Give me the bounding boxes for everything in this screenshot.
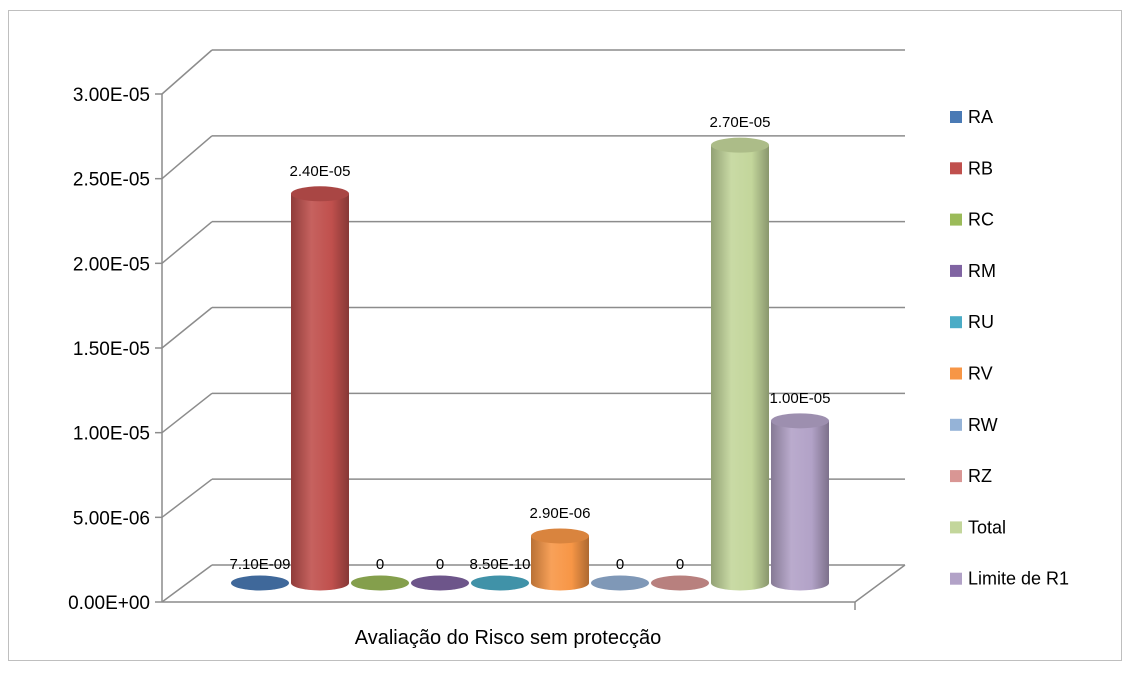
gridline-side [161,221,213,264]
legend-item-ru: RU [950,312,994,332]
bar-rv [531,528,589,591]
y-axis-ticks: 0.00E+00 5.00E-06 1.00E-05 1.50E-05 2.00E-05… [68,85,150,614]
data-label-total: 2.70E-05 [710,114,771,131]
legend-item-total: Total [950,517,1006,537]
legend-label: RZ [968,466,992,486]
bar-rb [291,186,349,591]
data-label-rz: 0 [676,556,684,573]
bar-body [711,145,769,591]
legend-label: Total [968,517,1006,537]
bar-top [351,575,409,591]
bar-top [591,575,649,591]
legend-swatch [950,572,962,585]
bar-top [411,575,469,591]
gridline-side [161,478,213,518]
data-label-rw: 0 [616,556,624,573]
gridline-side [161,49,213,95]
legend-swatch [950,470,962,483]
legend-label: Limite de R1 [968,569,1069,589]
legend-swatch [950,367,962,380]
bars [231,137,829,591]
data-label-limite-de-r1: 1.00E-05 [770,390,831,407]
legend-swatch [950,213,962,226]
legend-label: RM [968,261,996,281]
legend-swatch [950,264,962,277]
legend-item-rz: RZ [950,466,992,486]
data-label-ru: 8.50E-10 [470,556,531,573]
data-label-ra: 7.10E-09 [230,556,291,573]
bar-top [291,186,349,202]
bar-total [711,137,769,591]
legend: RA RB RC RM RU RV RW RZ Total Limite de R1 [950,107,1069,589]
legend-item-ra: RA [950,107,993,127]
bar-top [231,575,289,591]
gridline-side [161,135,213,180]
gridline-side [161,564,213,603]
bar-limite-de-r1 [771,413,829,591]
legend-item-rc: RC [950,210,994,230]
y-tick-label: 0.00E+00 [68,593,150,614]
legend-swatch [950,162,962,175]
bar-top [471,575,529,591]
legend-swatch [950,316,962,329]
bar-top [651,575,709,591]
legend-item-limite-de-r1: Limite de R1 [950,569,1069,589]
legend-item-rv: RV [950,364,993,384]
y-tick-label: 5.00E-06 [73,508,150,529]
legend-label: RW [968,415,998,435]
legend-swatch [950,111,962,123]
y-tick-label: 2.00E-05 [73,254,150,275]
bar-body [291,193,349,591]
x-category-label: Avaliação do Risco sem protecção [355,627,661,649]
data-label-rm: 0 [436,556,444,573]
y-tick-label: 1.00E-05 [73,424,150,445]
bar-ru [471,575,529,591]
bar-rc [351,575,409,591]
data-labels: 7.10E-09 2.40E-05 0 0 8.50E-10 2.90E-06 0 0 2.70… [230,114,831,573]
legend-label: RC [968,210,994,230]
legend-item-rm: RM [950,261,996,281]
gridline-side [161,392,213,434]
axes [155,93,906,610]
legend-item-rb: RB [950,158,993,178]
data-label-rb: 2.40E-05 [290,163,351,180]
y-tick-label: 1.50E-05 [73,339,150,360]
legend-item-rw: RW [950,415,998,435]
bar-rm [411,575,469,591]
bar-body [771,420,829,591]
bar-rz [651,575,709,591]
data-label-rv: 2.90E-06 [530,505,591,522]
y-tick-label: 2.50E-05 [73,170,150,191]
legend-label: RU [968,312,994,332]
legend-label: RB [968,158,993,178]
y-tick-label: 3.00E-05 [73,85,150,106]
data-label-rc: 0 [376,556,384,573]
bar-top [711,137,769,153]
gridline-side [161,306,213,349]
legend-swatch [950,418,962,431]
legend-label: RA [968,107,993,127]
bar-ra [231,575,289,591]
bar-body [531,535,589,591]
legend-label: RV [968,364,993,384]
bar-top [771,413,829,429]
bar-rw [591,575,649,591]
bar-top [531,528,589,544]
legend-swatch [950,521,962,534]
